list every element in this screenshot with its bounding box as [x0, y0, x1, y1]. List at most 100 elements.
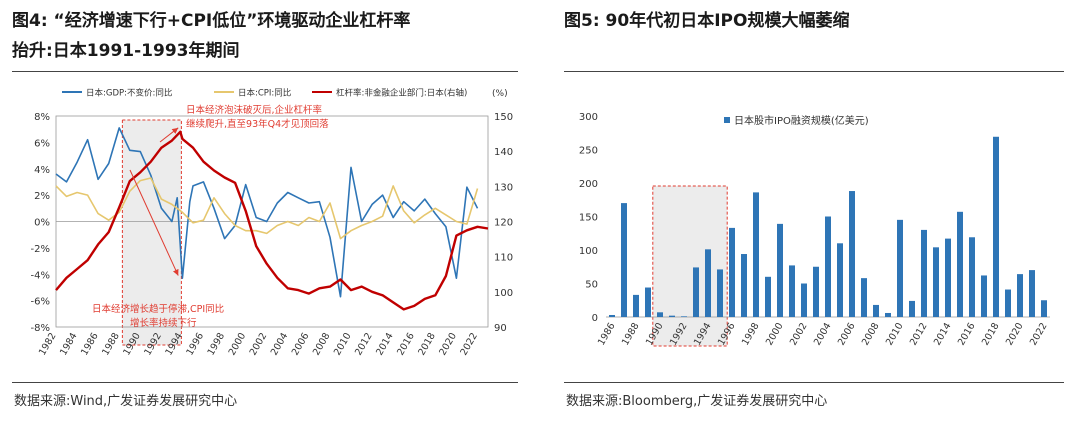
bar-2016: [969, 237, 975, 317]
figure4-bottom-rule: [12, 382, 518, 383]
figure4-title-line1: 图4: “经济增速下行+CPI低位”环境驱动企业杠杆率: [12, 11, 411, 31]
bar-2007: [861, 278, 867, 317]
y-tick-label: 0: [592, 313, 598, 324]
x-tick-label: 2004: [269, 331, 291, 357]
x-tick-label: 2020: [1004, 321, 1026, 347]
x-tick-label: 1982: [37, 331, 59, 357]
series-line-0: [55, 127, 479, 298]
x-tick-label: 1984: [58, 331, 80, 357]
bar-2003: [813, 266, 819, 317]
bar-2010: [897, 219, 903, 317]
series-line-2: [55, 130, 489, 311]
bar-2011: [909, 300, 915, 317]
bar-2014: [945, 238, 951, 317]
x-tick-label: 1986: [596, 321, 618, 347]
figure4-source: 数据来源:Wind,广发证券发展研究中心: [14, 394, 238, 409]
y-tick-label: 200: [579, 179, 598, 190]
y2-tick-label: 130: [494, 182, 513, 193]
bar-2009: [885, 312, 891, 317]
bar-1995: [717, 269, 723, 317]
x-tick-label: 2004: [812, 321, 834, 347]
x-tick-label: 2000: [227, 331, 249, 357]
x-tick-label: 2020: [437, 331, 459, 357]
y-tick-label: 250: [579, 146, 598, 157]
x-tick-label: 2008: [860, 321, 882, 347]
bar-2000: [777, 223, 783, 317]
legend-swatch: [724, 117, 730, 123]
y-tick-label: 8%: [34, 112, 50, 123]
x-tick-label: 1998: [740, 321, 762, 347]
left-figure-panel: 图4: “经济增速下行+CPI低位”环境驱动企业杠杆率 抬升:日本1991-19…: [12, 11, 518, 409]
y-tick-label: 100: [579, 246, 598, 257]
bar-2018: [993, 136, 999, 317]
figure4-title-line2: 抬升:日本1991-1993年期间: [12, 41, 240, 61]
x-tick-label: 2002: [248, 331, 270, 357]
highlight-1991-1993-box: [121, 119, 182, 346]
y-tick-label: -4%: [31, 270, 50, 281]
x-tick-label: 2016: [395, 331, 417, 357]
bar-2001: [789, 265, 795, 317]
legend-label-2: 杠杆率:非金融企业部门:日本(右轴): [336, 88, 467, 99]
x-tick-label: 2000: [764, 321, 786, 347]
x-tick-label: 2008: [311, 331, 333, 357]
y2-tick-label: 120: [494, 218, 513, 229]
x-tick-label: 1998: [206, 331, 228, 357]
bar-1999: [765, 276, 771, 317]
annotation-top-line-0: 日本经济泡沫破灭后,企业杠杆率: [186, 104, 323, 116]
x-tick-label: 2018: [416, 331, 438, 357]
x-tick-label: 2022: [458, 331, 480, 357]
bar-2019: [1005, 289, 1011, 317]
bar-2015: [957, 211, 963, 317]
bar-2002: [801, 283, 807, 317]
x-tick-label: 2010: [884, 321, 906, 347]
bar-1996: [729, 227, 735, 317]
x-tick-label: 2016: [956, 321, 978, 347]
x-tick-label: 1988: [620, 321, 642, 347]
series-line-1: [55, 177, 479, 240]
bar-2017: [981, 275, 987, 317]
figure4-top-rule: [12, 71, 518, 72]
y-tick-label: 0%: [34, 218, 50, 229]
gdp-cpi-leverage-line-chart: 8% 6% 4% 2% 0% -2% -4% -6% -8% 150 140 130 120 110 100…: [31, 88, 514, 358]
x-tick-label: 2002: [788, 321, 810, 347]
highlight-1990-1995-box: [652, 185, 728, 347]
annotation-bottom-line-0: 日本经济增长趋于停滞,CPI同比: [92, 303, 224, 315]
y2-tick-label: 140: [494, 147, 513, 158]
x-tick-label: 1996: [184, 331, 206, 357]
y2-tick-label: 90: [494, 323, 507, 334]
annotation-top-line-1: 继续爬升,直至93年Q4才见顶回落: [186, 118, 329, 130]
annotation-top-arrow: [159, 127, 179, 143]
legend-label-1: 日本:CPI:同比: [238, 88, 291, 99]
bar-2013: [933, 247, 939, 317]
legend-label-0: 日本:GDP:不变价:同比: [86, 88, 172, 99]
x-tick-label: 1988: [100, 331, 122, 357]
y-tick-label: 150: [579, 213, 598, 224]
x-tick-label: 2022: [1028, 321, 1050, 347]
x-tick-label: 2010: [332, 331, 354, 357]
y2-tick-label: 110: [494, 253, 513, 264]
y-tick-label: -2%: [31, 244, 50, 255]
bar-1988: [633, 294, 639, 317]
y-tick-label: -6%: [31, 297, 50, 308]
bar-1991: [669, 315, 675, 317]
x-tick-label: 2018: [980, 321, 1002, 347]
right-figure-panel: 图5: 90年代初日本IPO规模大幅萎缩 300 250 200 150 100 50 0 1…: [558, 0, 1080, 429]
x-tick-label: 2014: [374, 331, 396, 357]
y-tick-label: 4%: [34, 165, 50, 176]
x-tick-label: 2006: [836, 321, 858, 347]
y-tick-label: 300: [579, 112, 598, 123]
bar-1992: [681, 316, 687, 317]
bar-2020: [1017, 274, 1023, 317]
x-tick-label: 2012: [353, 331, 375, 357]
figure5-title: 图5: 90年代初日本IPO规模大幅萎缩: [564, 11, 850, 31]
bar-1998: [753, 192, 759, 317]
x-tick-label: 2012: [908, 321, 930, 347]
bar-1989: [645, 287, 651, 317]
bar-2022: [1041, 300, 1047, 317]
bar-1990: [657, 312, 663, 317]
bar-2008: [873, 304, 879, 317]
bar-1997: [741, 254, 747, 317]
x-tick-label: 2014: [932, 321, 954, 347]
bar-2006: [849, 191, 855, 317]
